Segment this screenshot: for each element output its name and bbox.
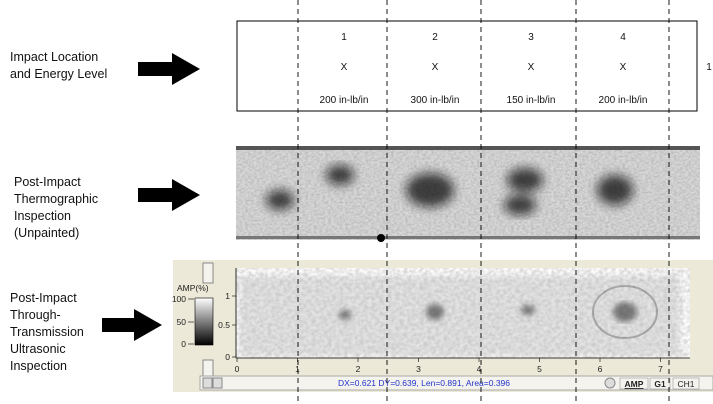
label-line: Inspection — [14, 209, 71, 223]
label-line: Post-Impact — [10, 291, 77, 305]
y-tick: 0.5 — [218, 320, 230, 330]
thermo-label: Post-Impact Thermographic Inspection (Unpai… — [14, 175, 98, 240]
label-line: Thermographic — [14, 192, 98, 206]
x-tick: 3 — [416, 364, 421, 374]
label-line: Inspection — [10, 359, 67, 373]
impact-mark: X — [620, 62, 627, 73]
impact-energy: 300 in-lb/in — [411, 95, 460, 106]
x-tick: 7 — [658, 364, 663, 374]
toolbar-button-label[interactable]: AMP — [625, 379, 644, 389]
thermo-image — [236, 146, 700, 242]
impact-number: 3 — [528, 32, 534, 43]
y-tick: 0 — [225, 352, 230, 362]
impact-energy: 200 in-lb/in — [599, 95, 648, 106]
scroll-right[interactable] — [212, 377, 223, 389]
impact-mark: X — [341, 62, 348, 73]
ultrasonic-label: Post-Impact Through- Transmission Ultrasoni… — [10, 291, 84, 373]
impacts: 1 X 200 in-lb/in 2 X 300 in-lb/in 3 X 150 in-lb/… — [320, 32, 648, 106]
label-line: (Unpainted) — [14, 226, 79, 240]
toolbar-button[interactable] — [649, 377, 671, 390]
guides — [297, 0, 670, 404]
label-line: Post-Impact — [14, 175, 81, 189]
label-line: Through- — [10, 308, 61, 322]
impact-mark: X — [432, 62, 439, 73]
ultrasonic-panel — [173, 260, 713, 392]
toolbar-button[interactable] — [672, 377, 700, 390]
impact-box — [236, 20, 698, 112]
x-tick: 4 — [477, 364, 482, 374]
status-text: DX=0.621 DY=0.639, Len=0.891, Area=0.396 — [338, 378, 510, 388]
toolbar-button-label[interactable]: CH1 — [677, 379, 694, 389]
y-tick: 1 — [225, 291, 230, 301]
x-tick: 6 — [598, 364, 603, 374]
impact-number: 1 — [341, 32, 347, 43]
impact-mark: X — [528, 62, 535, 73]
colorbar-tick: 50 — [177, 317, 187, 327]
impact-energy: 200 in-lb/in — [320, 95, 369, 106]
arrow — [138, 179, 200, 211]
arrow — [102, 309, 162, 341]
scroll-left[interactable] — [202, 377, 213, 389]
impact-energy: 150 in-lb/in — [507, 95, 556, 106]
arrow — [138, 53, 200, 85]
colorbar-tick: 100 — [172, 294, 186, 304]
toolbar-button-label[interactable]: G1 — [654, 379, 666, 389]
label-line: Impact Location — [10, 50, 98, 64]
spin-button[interactable] — [202, 359, 214, 377]
impact-number: 2 — [432, 32, 438, 43]
label-line: Ultrasonic — [10, 342, 66, 356]
toolbar-button[interactable] — [619, 377, 649, 390]
spin-button[interactable] — [202, 262, 214, 284]
label-line: and Energy Level — [10, 67, 107, 81]
label-line: Transmission — [10, 325, 84, 339]
x-tick: 5 — [537, 364, 542, 374]
impact-label: Impact Location and Energy Level — [10, 50, 107, 81]
colorbar-tick: 0 — [181, 339, 186, 349]
colorbar-title: AMP(%) — [177, 283, 209, 293]
x-tick: 0 — [235, 364, 240, 374]
x-tick: 2 — [356, 364, 361, 374]
cutoff-number: 1 — [706, 62, 712, 73]
impact-number: 4 — [620, 32, 626, 43]
